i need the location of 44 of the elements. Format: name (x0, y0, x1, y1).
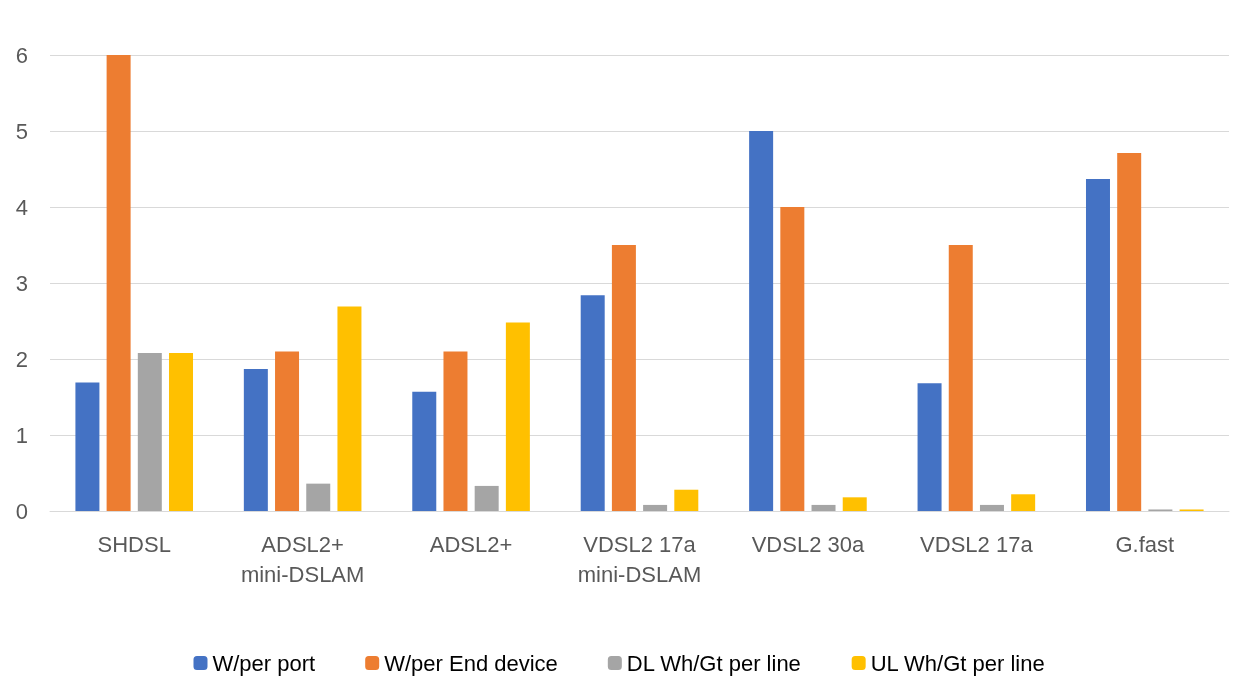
y-tick-label: 3 (15, 270, 28, 296)
y-tick-label: 4 (15, 194, 28, 220)
bar (75, 382, 100, 511)
x-tick-label: SHDSL (97, 531, 171, 557)
bar (611, 245, 636, 511)
bar (948, 245, 973, 511)
bar (1011, 494, 1036, 511)
bar (137, 352, 162, 511)
legend-label: W/per port (212, 650, 316, 676)
x-tick-label: VDSL2 17a (920, 531, 1034, 557)
bar (979, 504, 1004, 511)
bar (780, 207, 805, 511)
y-tick-label: 6 (15, 42, 28, 68)
bar (842, 497, 867, 511)
x-tick-label: ADSL2+ (429, 531, 513, 557)
x-tick-label: ADSL2+ mini-DSLAM (240, 531, 365, 587)
bar (674, 489, 699, 511)
bar (306, 483, 331, 511)
bar (169, 352, 194, 511)
bar (275, 351, 300, 511)
bar (106, 55, 131, 511)
bar (580, 295, 605, 511)
legend-label: W/per End device (384, 650, 558, 676)
bar (412, 391, 437, 511)
bar (505, 322, 530, 511)
y-tick-label: 1 (15, 422, 28, 448)
x-tick-label: G.fast (1115, 531, 1175, 557)
bar (474, 485, 499, 511)
bar (443, 351, 468, 511)
bar (811, 504, 836, 511)
x-tick-label: VDSL2 17a mini-DSLAM (577, 531, 702, 587)
bar (337, 306, 362, 511)
legend-label: DL Wh/Gt per line (626, 650, 801, 676)
bar (749, 131, 774, 511)
legend-label: UL Wh/Gt per line (870, 650, 1045, 676)
x-tick-label: VDSL2 30a (751, 531, 865, 557)
bar (1117, 153, 1142, 511)
y-tick-label: 0 (15, 498, 28, 524)
bar (243, 368, 268, 511)
y-tick-label: 5 (15, 118, 28, 144)
bar (917, 383, 942, 511)
bar (1085, 178, 1110, 511)
bar (643, 504, 668, 511)
y-tick-label: 2 (15, 346, 28, 372)
